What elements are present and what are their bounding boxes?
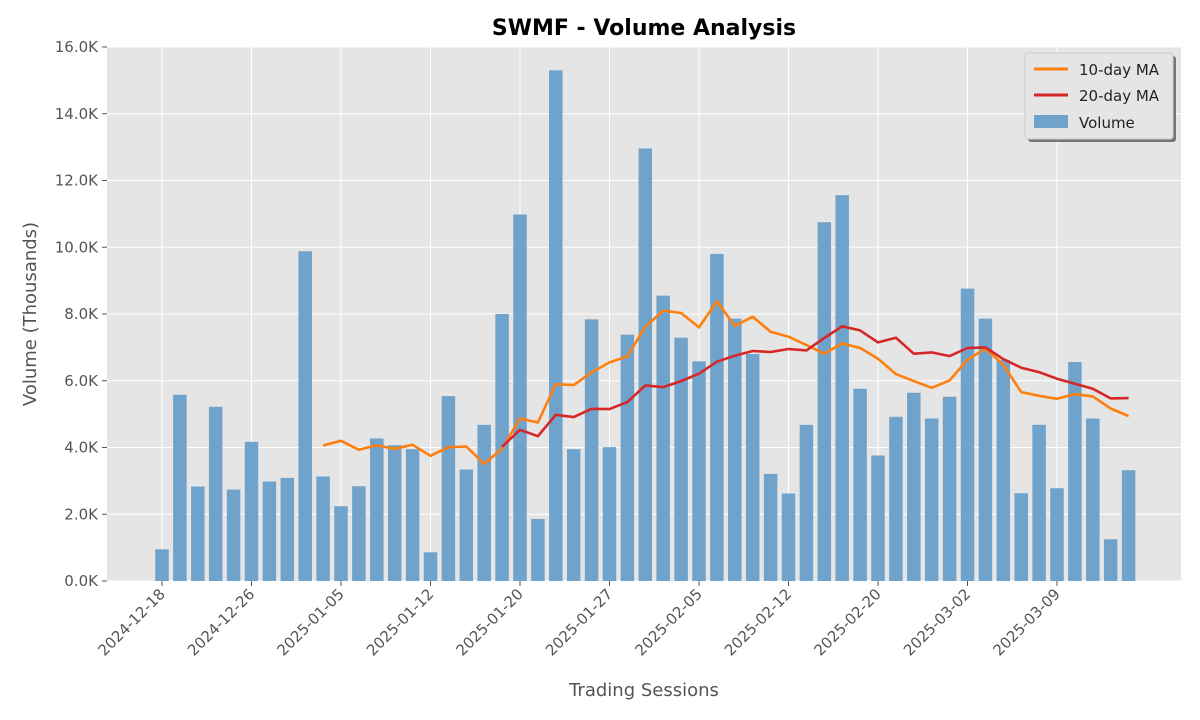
volume-bar [191, 486, 205, 581]
volume-bar [531, 518, 545, 581]
volume-bar [1014, 493, 1028, 581]
volume-bar [387, 445, 402, 581]
y-tick-label: 4.0K [64, 439, 99, 457]
volume-bar [728, 318, 742, 581]
x-tick-label: 2025-01-12 [363, 585, 437, 659]
volume-bar [155, 549, 169, 581]
x-tick-label: 2025-02-05 [631, 585, 705, 659]
volume-bar [781, 493, 796, 581]
volume-bar [280, 477, 295, 581]
x-tick-label: 2025-02-20 [810, 585, 884, 659]
volume-bar [656, 295, 670, 581]
x-tick-label: 2024-12-18 [94, 585, 168, 659]
volume-bar [620, 334, 635, 581]
x-tick-label: 2024-12-26 [184, 585, 258, 659]
volume-bar [513, 214, 527, 582]
volume-bar [817, 222, 832, 581]
volume-bar [799, 424, 814, 581]
volume-bar [208, 406, 223, 581]
volume-bar [1121, 470, 1136, 581]
volume-bars [155, 70, 1136, 582]
moving-average-lines [322, 299, 1130, 466]
volume-bar [692, 361, 706, 581]
volume-bar [960, 288, 975, 581]
y-tick-label: 2.0K [64, 505, 99, 523]
legend: 10-day MA 20-day MA Volume [1024, 52, 1176, 142]
y-axis-label: Volume (Thousands) [20, 222, 41, 406]
x-tick-label: 2025-01-05 [273, 585, 347, 659]
volume-bar [853, 388, 867, 581]
chart-title: SWMF - Volume Analysis [492, 16, 796, 41]
x-axis: 2024-12-18 2024-12-26 2025-01-05 2025-01-12… [94, 581, 1064, 659]
volume-bar [1086, 418, 1100, 581]
volume-bar [298, 251, 312, 581]
volume-bar [835, 195, 849, 581]
x-tick-label: 2025-03-02 [900, 585, 974, 659]
y-tick-label: 6.0K [64, 372, 99, 390]
x-axis-label: Trading Sessions [568, 680, 719, 701]
x-tick-label: 2025-03-09 [989, 585, 1063, 659]
volume-bar [907, 392, 921, 581]
y-tick-label: 10.0K [55, 238, 99, 256]
volume-bar [978, 318, 993, 581]
volume-bar [549, 70, 563, 582]
volume-bar [1103, 539, 1118, 581]
legend-swatch-volume [1034, 115, 1068, 128]
volume-bar [244, 441, 259, 581]
legend-label-volume: Volume [1079, 114, 1135, 132]
volume-bar [710, 253, 724, 582]
volume-bar [352, 486, 366, 581]
ma10-line [322, 299, 1130, 466]
ma20-line [501, 324, 1129, 448]
y-tick-label: 12.0K [55, 172, 99, 190]
volume-bar [173, 394, 187, 581]
volume-bar [1068, 362, 1082, 581]
volume-bar [996, 360, 1011, 581]
volume-bar [763, 473, 778, 581]
volume-bar [1050, 488, 1064, 581]
volume-bar [262, 481, 277, 581]
volume-bar [674, 337, 688, 581]
volume-bar [942, 396, 957, 581]
volume-bar [871, 455, 885, 581]
y-tick-label: 14.0K [55, 105, 99, 123]
y-tick-label: 16.0K [55, 38, 99, 56]
x-tick-label: 2025-01-20 [452, 585, 526, 659]
volume-bar [602, 447, 617, 581]
volume-bar [924, 418, 939, 581]
volume-bar [370, 438, 384, 581]
volume-bar [405, 449, 420, 581]
volume-bar [584, 319, 599, 581]
y-tick-label: 8.0K [64, 305, 99, 323]
x-tick-label: 2025-02-12 [721, 585, 795, 659]
volume-bar [889, 416, 903, 581]
volume-bar [745, 354, 760, 581]
y-tick-label: 0.0K [64, 572, 99, 590]
x-tick-label: 2025-01-27 [542, 585, 616, 659]
volume-bar [638, 148, 653, 581]
volume-bar [423, 552, 438, 581]
y-axis: 0.0K 2.0K 4.0K 6.0K 8.0K 10.0K 12.0K 14.0K 16.0K [55, 38, 107, 590]
volume-bar [226, 489, 241, 581]
volume-bar [316, 476, 330, 581]
volume-bar [477, 424, 491, 581]
volume-bar [441, 396, 456, 581]
legend-label-ma20: 20-day MA [1079, 87, 1160, 105]
volume-bar [334, 506, 348, 581]
volume-bar [1032, 424, 1046, 581]
volume-bar [566, 449, 581, 581]
volume-bar [459, 469, 474, 581]
legend-label-ma10: 10-day MA [1079, 61, 1160, 79]
